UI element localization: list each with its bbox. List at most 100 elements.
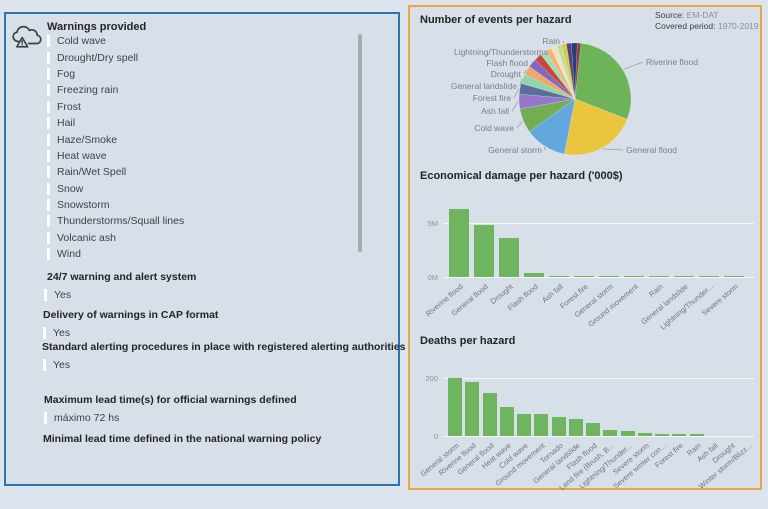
row-marker [47,52,50,64]
warning-list-item: Volcanic ash [47,230,355,246]
warning-label: Freezing rain [57,84,118,96]
warning-label: Snow [57,183,83,195]
bar-tornado[interactable] [552,417,566,436]
bar-severe-storm[interactable] [638,433,652,436]
section-value: Yes [53,327,70,339]
damage-chart-title: Economical damage per hazard ('000$) [420,170,623,182]
warning-list-item: Snowstorm [47,197,355,213]
section-heading: Minimal lead time defined in the nationa… [43,433,321,445]
bar-riverine-flood[interactable] [449,209,469,277]
bar-flash-flood[interactable] [524,273,544,277]
y-tick-label: 5M [410,219,438,228]
warnings-title: Warnings provided [47,21,146,33]
gridline [444,378,754,379]
bar-ash-fall[interactable] [549,276,569,278]
section-value: Yes [53,359,70,371]
row-marker [47,35,50,47]
bar-cold-wave[interactable] [517,414,531,436]
warning-list-item: Fog [47,66,355,82]
warning-label: Thunderstorms/Squall lines [57,215,184,227]
row-marker [47,101,50,113]
row-marker [47,248,50,260]
bar-ground-movement[interactable] [624,276,644,278]
gridline [444,277,754,278]
warning-label: Heat wave [57,150,107,162]
bar-lightning-thunder-[interactable] [699,276,719,278]
section-heading: Delivery of warnings in CAP format [43,309,218,321]
bar-general-storm[interactable] [599,276,619,278]
warning-list-item: Thunderstorms/Squall lines [47,213,355,229]
section-value-row: Yes [43,357,70,373]
pie-slice-label: General storm [392,145,542,155]
bar-severe-winter-con-[interactable] [655,434,669,436]
pie-leader-line [624,62,643,69]
bar-general-landslide[interactable] [569,419,583,436]
section-value-row: Yes [43,325,70,341]
row-marker [47,199,50,211]
bar-general-landslide[interactable] [674,276,694,278]
row-marker [43,327,46,339]
warning-label: Wind [57,248,81,260]
section-value-row: máximo 72 hs [44,410,119,426]
warning-label: Frost [57,101,81,113]
deaths-chart-title: Deaths per hazard [420,335,515,347]
bar-severe-storm[interactable] [724,276,744,278]
bar-general-flood[interactable] [483,393,497,436]
bar-rain[interactable] [690,434,704,436]
bar-general-flood[interactable] [474,225,494,277]
bar-lightning-thunder-[interactable] [621,431,635,436]
bar-rain[interactable] [649,276,669,278]
pie-slice-label: Drought [371,69,521,79]
pie-slice-label: Lightning/Thunderstorms [398,47,548,57]
section-heading: 24/7 warning and alert system [47,271,196,283]
y-tick-label: 0 [410,432,438,441]
pie-leader-line [517,121,523,128]
warning-list-item: Haze/Smoke [47,131,355,147]
section-value: máximo 72 hs [54,412,119,424]
row-marker [44,289,47,301]
pie-slice-label: Forest fire [361,93,511,103]
pie-leader-line [603,149,623,150]
bar-forest-fire[interactable] [574,276,594,278]
pie-slice-label: Flash flood [378,58,528,68]
gridline [444,436,754,437]
pie-slice-label: Cold wave [364,123,514,133]
row-marker [47,166,50,178]
row-marker [47,215,50,227]
bar-ground-movement[interactable] [534,414,548,436]
section-heading: Maximum lead time(s) for official warnin… [44,394,297,406]
warning-list-item: Hail [47,115,355,131]
bar-general-storm[interactable] [448,378,462,436]
charts-panel: Number of events per hazard Source: EM-D… [408,5,762,490]
section-value-row: Yes [44,287,71,303]
bar-riverine-flood[interactable] [465,382,479,436]
warnings-scrollbar[interactable] [358,34,362,252]
row-marker [47,150,50,162]
bar-forest-fire[interactable] [672,434,686,436]
events-chart-title: Number of events per hazard [420,14,572,26]
storm-warning-icon [10,24,44,54]
pie-slice-label: General flood [626,145,677,155]
row-marker [47,183,50,195]
bar-heat-wave[interactable] [500,407,514,436]
warning-label: Haze/Smoke [57,134,117,146]
row-marker [47,134,50,146]
section-heading: Standard alerting procedures in place wi… [42,341,406,353]
row-marker [47,84,50,96]
gridline [444,223,754,224]
warning-list-item: Frost [47,99,355,115]
bar-flash-flood[interactable] [586,423,600,436]
warning-list-item: Snow [47,181,355,197]
warning-list-item: Drought/Dry spell [47,49,355,65]
pie-slice-label: Ash fall [359,106,509,116]
warning-label: Hail [57,117,75,129]
bar-drought[interactable] [499,238,519,277]
row-marker [43,359,46,371]
row-marker [47,232,50,244]
bar-land-fire-brush-b-[interactable] [603,430,617,436]
